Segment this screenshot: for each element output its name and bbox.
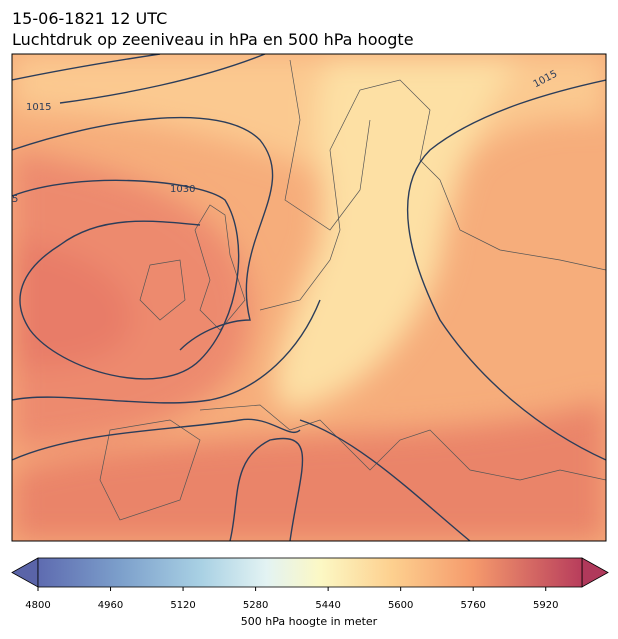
tick-label: 5920 <box>533 600 558 611</box>
tick-label: 5120 <box>170 600 195 611</box>
colorbar <box>11 557 609 588</box>
isobar-label: 1030 <box>170 184 195 195</box>
isobar-label: 1015 <box>26 102 51 113</box>
tick-label: 4960 <box>98 600 123 611</box>
tick-label: 5440 <box>315 600 340 611</box>
tick-label: 4800 <box>25 600 50 611</box>
tick-label: 5280 <box>243 600 268 611</box>
colorbar-label: 500 hPa hoogte in meter <box>241 615 378 628</box>
tick-label: 5760 <box>460 600 485 611</box>
tick-label: 5600 <box>388 600 413 611</box>
map: 1015 1030 1015 5 <box>12 54 606 541</box>
title: Luchtdruk op zeeniveau in hPa en 500 hPa… <box>12 30 414 49</box>
isobar-label: 5 <box>12 194 18 205</box>
date: 15-06-1821 12 UTC <box>12 9 167 28</box>
map-frame <box>11 53 607 542</box>
